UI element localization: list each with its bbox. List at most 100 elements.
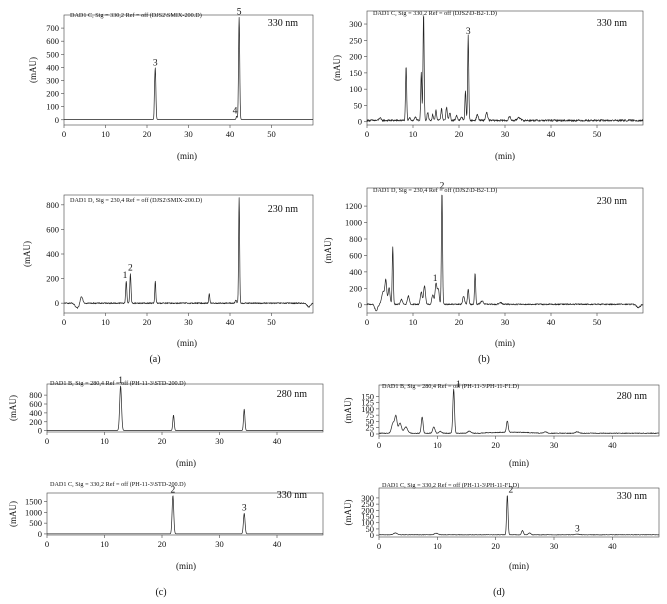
y-tick-label: 0 <box>370 429 374 439</box>
x-tick-label: 30 <box>215 539 224 549</box>
plot-frame <box>46 383 324 433</box>
y-tick-label: 300 <box>46 75 59 85</box>
y-tick-label: 1500 <box>25 497 42 507</box>
y-tick-label: 600 <box>46 36 59 46</box>
wavelength-label: 280 nm <box>277 389 308 400</box>
peak-label: 3 <box>242 503 247 513</box>
y-tick-label: 800 <box>29 390 42 400</box>
chart-header: DAD1 D, Sig = 230,4 Ref = off (DJS2\D-B2… <box>373 187 497 194</box>
plot-frame <box>378 384 660 437</box>
y-tick-label: 25 <box>366 423 375 433</box>
x-tick-label: 30 <box>184 317 193 327</box>
y-tick-label: 100 <box>46 102 59 112</box>
x-tick-label: 50 <box>267 317 276 327</box>
x-tick-label: 10 <box>100 539 109 549</box>
y-tick-label: 200 <box>46 274 59 284</box>
y-tick-label: 100 <box>349 84 362 94</box>
y-tick-label: 0 <box>38 529 42 539</box>
x-tick-label: 40 <box>608 440 617 450</box>
y-tick-label: 75 <box>366 410 375 420</box>
y-tick-label: 400 <box>349 267 362 277</box>
y-tick-label: 200 <box>361 505 374 515</box>
y-tick-label: 200 <box>29 417 42 427</box>
chromatogram-trace <box>46 495 324 535</box>
x-tick-label: 20 <box>491 440 500 450</box>
x-tick-label: 0 <box>377 541 381 551</box>
peak-label: 4 <box>233 106 238 116</box>
wavelength-label: 330 nm <box>597 18 628 29</box>
y-tick-label: 800 <box>349 234 362 244</box>
x-axis-label: (min) <box>177 151 197 161</box>
x-axis-label: (min) <box>495 338 515 348</box>
y-tick-label: 0 <box>370 530 374 540</box>
x-tick-label: 40 <box>547 129 556 139</box>
panel-label-b: (b) <box>478 354 490 365</box>
y-tick-label: 200 <box>349 283 362 293</box>
y-axis-label: (mAU) <box>332 55 342 81</box>
panel-label-a: (a) <box>149 354 160 365</box>
x-tick-label: 0 <box>365 317 369 327</box>
y-tick-label: 250 <box>361 499 374 509</box>
y-tick-label: 50 <box>354 100 363 110</box>
y-tick-label: 300 <box>349 19 362 29</box>
y-axis-label: (mAU) <box>8 395 18 421</box>
plot-frame <box>63 14 314 126</box>
peak-label: 2 <box>171 486 176 496</box>
x-tick-label: 40 <box>273 539 282 549</box>
x-tick-label: 40 <box>273 436 282 446</box>
chart-c1: DAD1 B, Sig = 280,4 Ref = off (PH-11-3\S… <box>8 376 324 468</box>
x-tick-label: 20 <box>491 541 500 551</box>
x-tick-label: 20 <box>158 436 167 446</box>
panel-label-d: (d) <box>493 587 505 598</box>
wavelength-label: 280 nm <box>617 391 648 402</box>
y-axis-label: (mAU) <box>343 398 353 424</box>
x-tick-label: 20 <box>143 317 152 327</box>
x-axis-label: (min) <box>495 151 515 161</box>
x-axis-label: (min) <box>176 458 196 468</box>
y-tick-label: 150 <box>361 512 374 522</box>
chart-header: DAD1 C, Sig = 330,2 Ref = off (DJS2\SMIX… <box>70 12 202 19</box>
y-tick-label: 125 <box>361 398 374 408</box>
x-tick-label: 10 <box>433 440 442 450</box>
x-tick-label: 10 <box>409 317 418 327</box>
chart-header: DAD1 B, Sig = 280,4 Ref = off (PH-11-3\S… <box>50 380 186 387</box>
x-tick-label: 20 <box>143 129 152 139</box>
x-tick-label: 30 <box>215 436 224 446</box>
chromatogram-trace <box>366 16 644 122</box>
y-tick-label: 0 <box>358 117 362 127</box>
chart-d1: DAD1 B, Sig = 280,4 Ref = off (PH-11-3\P… <box>343 380 660 468</box>
y-axis-label: (mAU) <box>343 500 353 526</box>
peak-label: 1 <box>123 271 128 281</box>
chart-header: DAD1 D, Sig = 230,4 Ref = off (DJS2\SMIX… <box>70 197 202 204</box>
x-tick-label: 50 <box>593 129 602 139</box>
y-tick-label: 600 <box>46 224 59 234</box>
y-tick-label: 600 <box>29 399 42 409</box>
chromatogram-trace <box>366 194 644 312</box>
y-tick-label: 0 <box>55 298 59 308</box>
peak-label: 1 <box>456 380 461 390</box>
y-tick-label: 50 <box>366 416 375 426</box>
y-tick-label: 1200 <box>345 201 362 211</box>
plot-frame <box>378 487 660 538</box>
peak-label: 2 <box>508 485 513 495</box>
y-tick-label: 150 <box>349 68 362 78</box>
y-tick-label: 300 <box>361 493 374 503</box>
y-tick-label: 100 <box>361 404 374 414</box>
x-tick-label: 20 <box>158 539 167 549</box>
chromatogram-trace <box>378 495 660 536</box>
wavelength-label: 330 nm <box>268 18 299 29</box>
wavelength-label: 230 nm <box>268 204 299 215</box>
chart-d2: DAD1 C, Sig = 330,2 Ref = off (PH-11-3\P… <box>343 482 660 571</box>
x-tick-label: 50 <box>267 129 276 139</box>
x-tick-label: 0 <box>62 129 66 139</box>
x-tick-label: 30 <box>550 440 559 450</box>
wavelength-label: 230 nm <box>597 196 628 207</box>
x-tick-label: 0 <box>365 129 369 139</box>
y-tick-label: 400 <box>29 408 42 418</box>
panel-label-c: (c) <box>155 587 166 598</box>
y-tick-label: 500 <box>29 518 42 528</box>
x-axis-label: (min) <box>177 338 197 348</box>
chart-a1: DAD1 C, Sig = 330,2 Ref = off (DJS2\SMIX… <box>28 8 314 161</box>
peak-label: 2 <box>440 181 445 191</box>
y-tick-label: 50 <box>366 524 375 534</box>
